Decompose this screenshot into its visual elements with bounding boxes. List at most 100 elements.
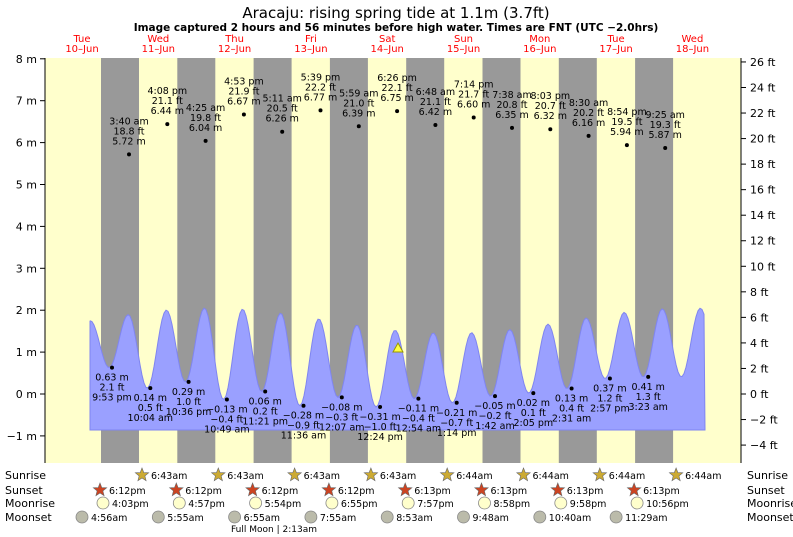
day-of-week: Wed bbox=[147, 34, 169, 45]
sunset-row-label-right: Sunset bbox=[747, 484, 785, 497]
day-of-week: Fri bbox=[305, 34, 317, 45]
high-tide-label: 5:59 am bbox=[339, 88, 378, 99]
high-tide-label: 20.5 ft bbox=[267, 104, 298, 115]
low-tide-label: −0.9 ft bbox=[287, 421, 320, 432]
high-tide-label: 19.3 ft bbox=[650, 120, 681, 131]
moonset-time: 9:48am bbox=[473, 513, 509, 524]
sunset-time: 6:12pm bbox=[185, 486, 222, 497]
right-tick-label: 6 ft bbox=[750, 311, 769, 324]
day-labels: Tue10–JunWed11–JunThu12–JunFri13–JunSat1… bbox=[65, 34, 709, 55]
low-tide-point bbox=[416, 396, 421, 401]
day-of-week: Sun bbox=[454, 34, 473, 45]
high-tide-label: 6.67 m bbox=[227, 97, 260, 108]
high-tide-point bbox=[510, 125, 514, 130]
moonrise-icon bbox=[96, 496, 110, 510]
low-tide-label: −0.4 ft bbox=[210, 414, 243, 425]
low-tide-label: 10:04 am bbox=[128, 413, 173, 424]
high-tide-point bbox=[548, 127, 553, 132]
sunrise-time: 6:43am bbox=[304, 471, 340, 482]
sunset-time: 6:12pm bbox=[262, 486, 299, 497]
low-tide-label: −0.7 ft bbox=[440, 418, 473, 429]
low-tide-label: −0.21 m bbox=[436, 408, 477, 419]
sunset-icon bbox=[168, 482, 184, 497]
day-of-week: Tue bbox=[72, 34, 90, 45]
moonset-time: 6:55am bbox=[244, 513, 280, 524]
left-tick-label: 5 m bbox=[16, 179, 37, 192]
low-tide-label: −1.0 ft bbox=[364, 422, 397, 433]
sunset-icon bbox=[473, 482, 490, 497]
low-tide-point bbox=[110, 365, 114, 370]
day-of-week: Sat bbox=[379, 34, 395, 45]
high-tide-label: 6.42 m bbox=[419, 107, 452, 118]
right-tick-label: 10 ft bbox=[750, 260, 776, 273]
moonset-time: 11:29am bbox=[625, 513, 667, 524]
high-tide-point bbox=[318, 108, 323, 113]
high-tide-point bbox=[586, 133, 591, 138]
low-tide-label: 0.29 m bbox=[172, 387, 205, 398]
high-tide-label: 3:40 am bbox=[109, 116, 148, 127]
astro-rows: Sunrise Sunrise 6:43am 6:43am 6:43am 6:43am 6:… bbox=[5, 467, 793, 524]
sunrise-time: 6:44am bbox=[456, 471, 492, 482]
low-tide-label: −0.13 m bbox=[206, 404, 247, 415]
sunset-time: 6:12pm bbox=[338, 486, 375, 497]
low-tide-label: 0.14 m bbox=[134, 393, 167, 404]
full-moon-note: Full Moon | 2:13am bbox=[231, 525, 317, 535]
sunset-time: 6:13pm bbox=[567, 486, 604, 497]
high-tide-label: 18.8 ft bbox=[113, 126, 144, 137]
high-tide-label: 20.7 ft bbox=[535, 101, 566, 112]
moonset-time: 4:56am bbox=[91, 513, 127, 524]
low-tide-point bbox=[569, 386, 574, 391]
sunrise-icon bbox=[210, 467, 226, 482]
sunrise-time: 6:43am bbox=[227, 471, 263, 482]
moonset-time: 8:53am bbox=[396, 513, 432, 524]
sunset-icon bbox=[397, 482, 413, 497]
high-tide-label: 6.39 m bbox=[342, 108, 375, 119]
high-tide-label: 19.5 ft bbox=[611, 117, 642, 128]
low-tide-point bbox=[224, 397, 229, 402]
high-tide-label: 21.7 ft bbox=[458, 89, 489, 100]
sunrise-icon bbox=[515, 467, 532, 482]
high-tide-point bbox=[624, 143, 629, 148]
low-tide-point bbox=[378, 404, 383, 409]
sunrise-icon bbox=[287, 467, 303, 482]
high-tide-point bbox=[127, 152, 131, 157]
low-tide-label: 10:49 am bbox=[204, 424, 249, 435]
high-tide-label: 20.8 ft bbox=[496, 100, 527, 111]
left-tick-label: 8 m bbox=[16, 53, 37, 66]
moonrise-icon bbox=[630, 496, 644, 510]
moonrise-time: 7:57pm bbox=[417, 499, 454, 510]
low-tide-point bbox=[646, 374, 651, 379]
right-tick-label: 14 ft bbox=[750, 209, 776, 222]
high-tide-label: 5:11 am bbox=[262, 94, 301, 105]
low-tide-label: 3:23 am bbox=[628, 402, 667, 413]
moonrise-time: 4:57pm bbox=[188, 499, 225, 510]
sunset-icon bbox=[321, 482, 337, 497]
high-tide-point bbox=[241, 112, 246, 117]
left-tick-label: 2 m bbox=[16, 304, 37, 317]
moonset-time: 5:55am bbox=[167, 513, 203, 524]
low-tide-label: 2:57 pm bbox=[590, 403, 630, 414]
moonset-row-label-left: Moonset bbox=[5, 511, 52, 524]
moonrise-icon bbox=[401, 496, 415, 510]
moonset-icon bbox=[609, 510, 623, 524]
sunrise-icon bbox=[668, 467, 684, 482]
moonset-row-label-right: Moonset bbox=[747, 511, 793, 524]
high-tide-label: 5:39 pm bbox=[301, 72, 341, 83]
right-tick-label: 18 ft bbox=[750, 158, 776, 171]
high-tide-label: 6.16 m bbox=[572, 118, 605, 129]
low-tide-label: −0.4 ft bbox=[402, 414, 435, 425]
moonrise-time: 5:54pm bbox=[265, 499, 302, 510]
day-date: 14–Jun bbox=[371, 44, 404, 55]
day-of-week: Tue bbox=[607, 34, 625, 45]
low-tide-label: 0.4 ft bbox=[559, 404, 584, 415]
low-tide-label: 0.2 ft bbox=[253, 406, 278, 417]
low-tide-label: 12:24 pm bbox=[357, 432, 403, 443]
high-tide-label: 4:25 am bbox=[186, 103, 225, 114]
moonset-icon bbox=[304, 510, 318, 524]
low-tide-label: 0.06 m bbox=[248, 396, 281, 407]
high-tide-label: 7:14 pm bbox=[454, 79, 494, 90]
sunset-time: 6:13pm bbox=[491, 486, 528, 497]
day-date: 10–Jun bbox=[65, 44, 98, 55]
sunset-time: 6:13pm bbox=[414, 486, 451, 497]
